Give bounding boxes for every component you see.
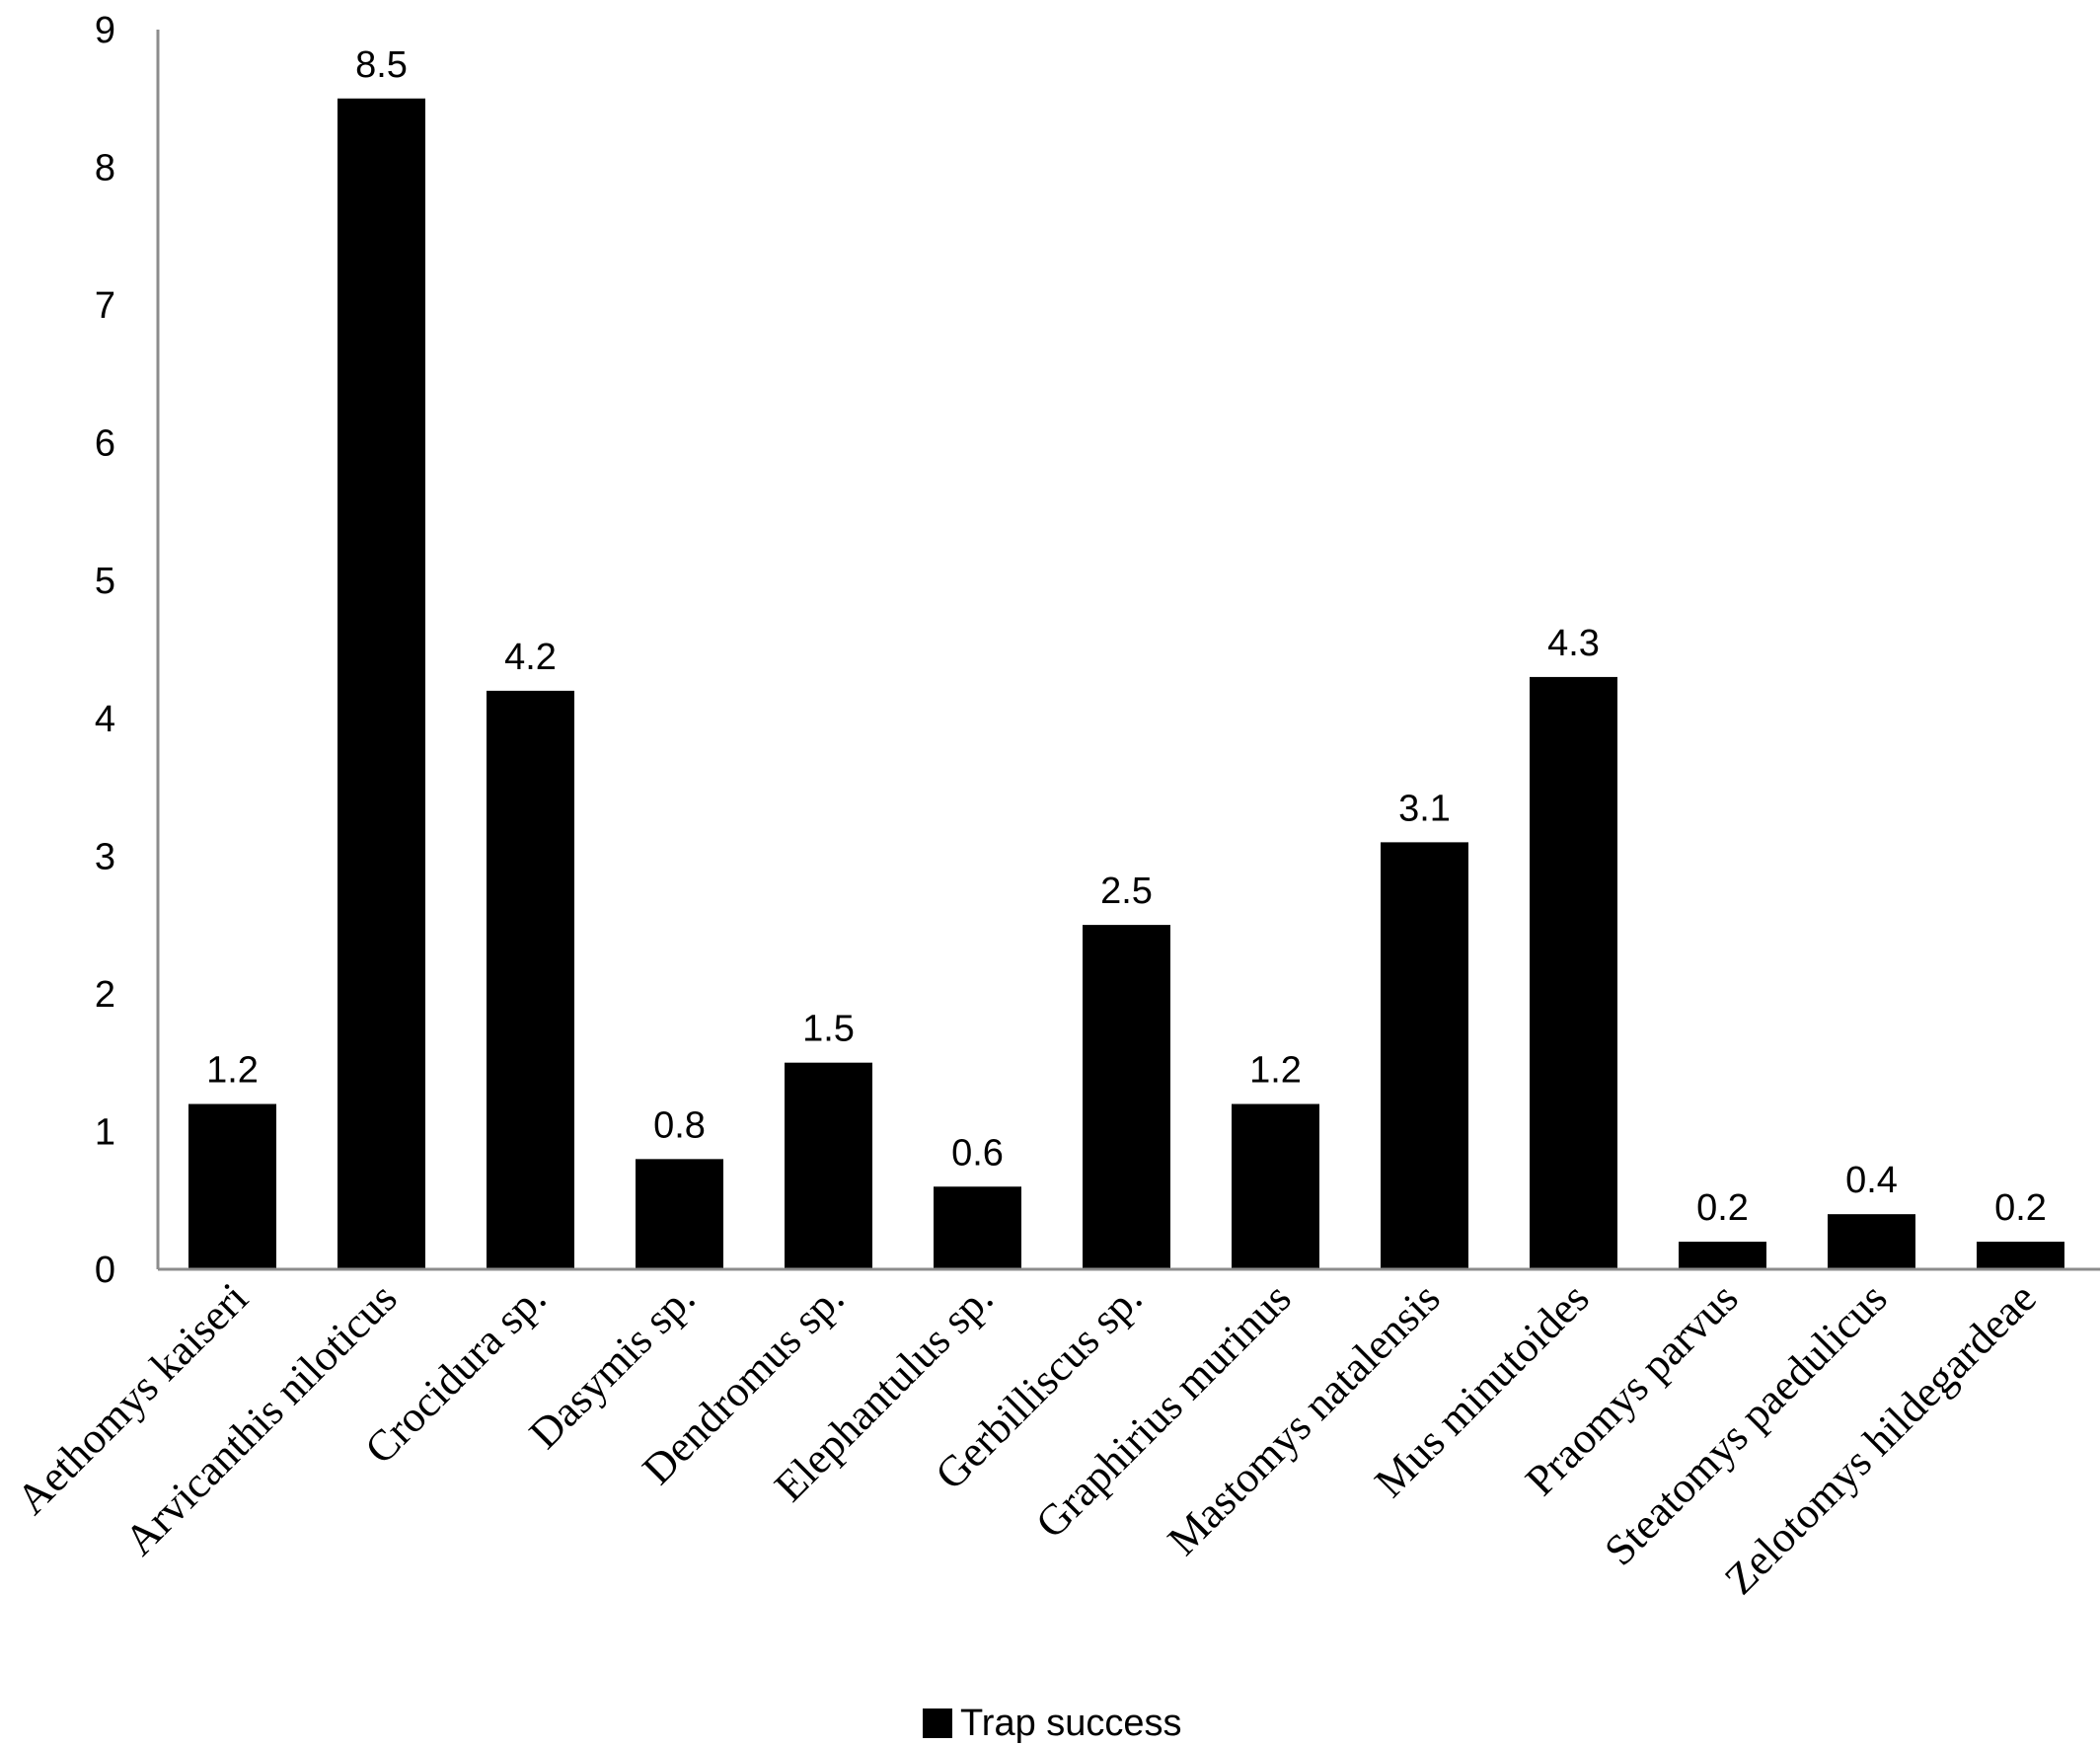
data-label: 0.2 — [1696, 1187, 1749, 1229]
y-tick-label: 5 — [95, 561, 115, 602]
y-tick-label: 1 — [95, 1111, 115, 1153]
data-label: 0.8 — [653, 1104, 706, 1146]
bar — [785, 1062, 872, 1269]
y-tick-label: 8 — [95, 148, 115, 190]
bar — [188, 1103, 276, 1269]
y-tick-label: 4 — [95, 699, 115, 740]
x-tick-label: Graphirius murinus — [1026, 1273, 1300, 1547]
legend: Trap success — [923, 1703, 1182, 1744]
data-labels: 1.2 8.5 4.2 0.8 1.5 0.6 2.5 1.2 3.1 4.3 0.2 0.4 0.2 — [206, 44, 2047, 1229]
bar — [1232, 1103, 1319, 1269]
y-axis-ticks: 0 1 2 3 4 5 6 7 8 9 — [95, 10, 115, 1291]
bars — [188, 98, 2064, 1269]
bar — [1828, 1214, 1915, 1269]
data-label: 4.3 — [1547, 623, 1600, 664]
bar — [1083, 925, 1170, 1269]
x-tick-label: Mastomys natalensis — [1159, 1273, 1450, 1564]
bar — [1381, 842, 1468, 1269]
x-tick-label: Steatomys paedulicus — [1595, 1273, 1896, 1574]
y-tick-label: 0 — [95, 1250, 115, 1291]
y-tick-label: 3 — [95, 836, 115, 877]
y-tick-label: 2 — [95, 974, 115, 1016]
bar — [1679, 1242, 1766, 1269]
data-label: 8.5 — [355, 44, 408, 86]
legend-label: Trap success — [960, 1703, 1182, 1744]
y-tick-label: 6 — [95, 423, 115, 465]
data-label: 1.2 — [1249, 1050, 1302, 1092]
data-label: 0.4 — [1845, 1160, 1898, 1201]
data-label: 1.2 — [206, 1050, 259, 1092]
x-tick-label: Arvicanthis niloticus — [115, 1273, 407, 1564]
legend-swatch — [923, 1708, 952, 1738]
data-label: 0.6 — [951, 1132, 1004, 1174]
data-label: 2.5 — [1100, 871, 1153, 912]
y-tick-label: 7 — [95, 285, 115, 327]
bar — [934, 1186, 1021, 1269]
bar — [338, 98, 425, 1269]
bar — [1530, 676, 1617, 1269]
y-tick-label: 9 — [95, 10, 115, 51]
bar — [1977, 1242, 2064, 1269]
data-label: 1.5 — [802, 1009, 855, 1050]
data-label: 0.2 — [1994, 1187, 2047, 1229]
data-label: 4.2 — [504, 637, 557, 678]
data-label: 3.1 — [1398, 788, 1451, 829]
bar — [487, 690, 574, 1269]
bar — [636, 1159, 723, 1269]
